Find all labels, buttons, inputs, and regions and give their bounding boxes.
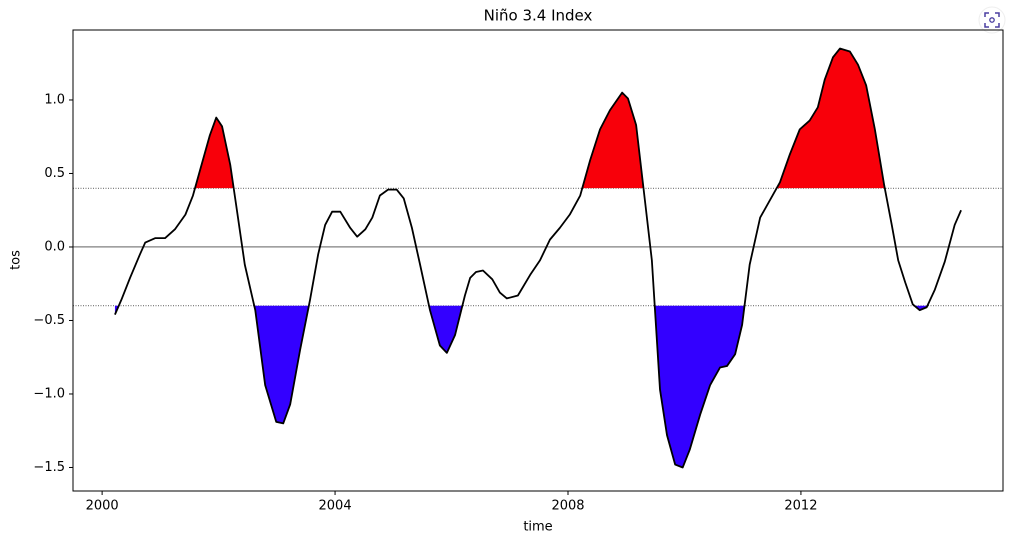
y-tick-label: −1.0 [33, 386, 65, 401]
y-axis-label: tos [9, 250, 24, 270]
series-line [114, 47, 962, 469]
screenshot-icon[interactable] [978, 6, 1006, 34]
y-tick-label: 0.0 [44, 239, 65, 254]
fill-above [582, 92, 644, 189]
y-tick-label: 1.0 [44, 92, 65, 107]
y-tick-label: −1.5 [33, 460, 65, 475]
icon-frame[interactable] [984, 12, 1000, 28]
x-axis-label: time [523, 520, 552, 535]
fill-above [195, 117, 234, 189]
x-tick-label: 2008 [551, 499, 584, 514]
fill-above [776, 48, 885, 189]
y-tick-label: −0.5 [33, 313, 65, 328]
icon-dot[interactable] [989, 17, 995, 23]
x-tick-label: 2012 [784, 499, 817, 514]
fill-below [654, 305, 745, 468]
chart-title: Niño 3.4 Index [484, 7, 593, 25]
x-tick-label: 2004 [319, 499, 352, 514]
fill-below [429, 305, 463, 353]
icon-bg[interactable] [978, 6, 1006, 34]
x-tick-label: 2000 [86, 499, 119, 514]
plot-frame [72, 29, 1004, 492]
y-tick-label: 0.5 [44, 166, 65, 181]
fill-below [914, 305, 928, 311]
